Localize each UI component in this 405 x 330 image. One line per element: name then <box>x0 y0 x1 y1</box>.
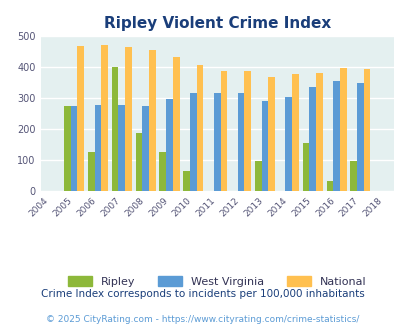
Bar <box>64 106 70 191</box>
Bar <box>87 152 94 191</box>
Bar <box>326 181 333 191</box>
Bar <box>111 67 118 191</box>
Bar <box>254 161 261 191</box>
Bar <box>333 81 339 191</box>
Bar <box>190 93 196 191</box>
Bar <box>356 83 363 191</box>
Bar <box>149 50 155 191</box>
Bar <box>302 143 309 191</box>
Bar <box>237 93 244 191</box>
Bar <box>70 106 77 191</box>
Bar <box>94 105 101 191</box>
Text: © 2025 CityRating.com - https://www.cityrating.com/crime-statistics/: © 2025 CityRating.com - https://www.city… <box>46 315 359 324</box>
Bar <box>173 57 179 191</box>
Bar <box>309 86 315 191</box>
Bar <box>285 97 292 191</box>
Title: Ripley Violent Crime Index: Ripley Violent Crime Index <box>103 16 330 31</box>
Bar <box>220 71 227 191</box>
Bar <box>142 106 149 191</box>
Bar <box>118 105 125 191</box>
Bar <box>213 93 220 191</box>
Text: Crime Index corresponds to incidents per 100,000 inhabitants: Crime Index corresponds to incidents per… <box>41 289 364 299</box>
Bar <box>268 77 274 191</box>
Bar <box>101 45 108 191</box>
Bar <box>315 73 322 191</box>
Bar <box>363 70 369 191</box>
Bar <box>244 71 250 191</box>
Bar <box>159 152 166 191</box>
Bar <box>166 99 173 191</box>
Bar <box>292 75 298 191</box>
Bar <box>350 161 356 191</box>
Bar <box>196 65 203 191</box>
Bar <box>77 46 84 191</box>
Bar <box>135 133 142 191</box>
Bar <box>183 171 190 191</box>
Bar <box>125 47 132 191</box>
Bar <box>339 68 346 191</box>
Legend: Ripley, West Virginia, National: Ripley, West Virginia, National <box>63 272 370 291</box>
Bar <box>261 101 268 191</box>
